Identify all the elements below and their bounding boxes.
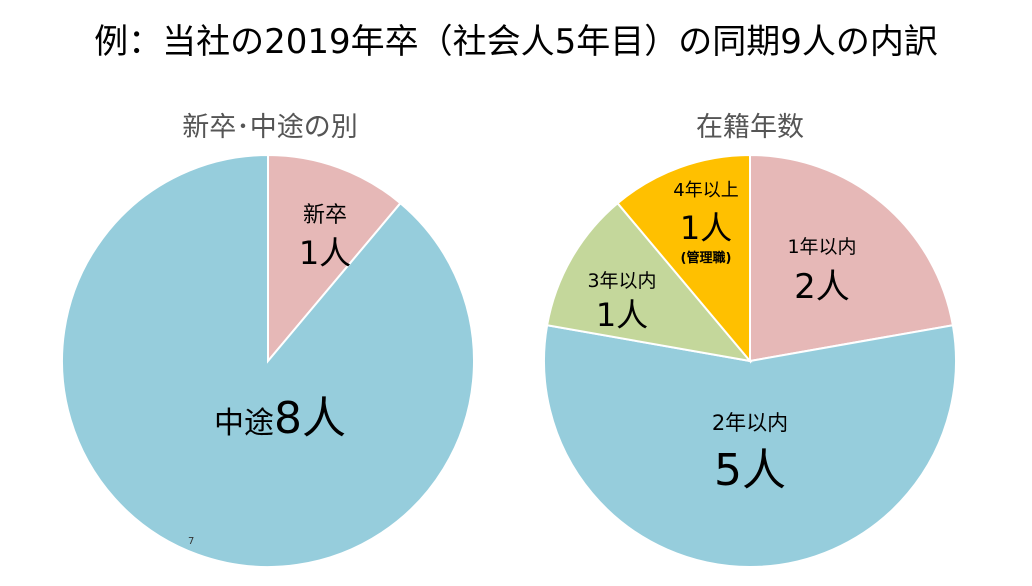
chart-title-hire-type: 新卒･中途の別 <box>182 112 358 143</box>
hire-type-label-0: 新卒 <box>303 203 347 228</box>
tenure-value-1: 5人 <box>714 445 786 496</box>
tenure-value-2: 1人 <box>596 296 648 334</box>
tenure-label-3: 4年以上 <box>673 180 738 201</box>
tenure-slice-2 <box>545 201 753 363</box>
tenure-label-0: 1年以内 <box>787 236 856 258</box>
tenure-label-1: 2年以内 <box>712 411 788 435</box>
tenure-slice-0 <box>749 153 955 363</box>
hire-type-value-0: 1人 <box>299 234 351 272</box>
page-title: 例：当社の2019年卒（社会人5年目）の同期9人の内訳 <box>94 22 938 62</box>
tenure-note-3: (管理職) <box>681 250 732 266</box>
tenure-value-3: 1人 <box>680 209 732 247</box>
hire-type-label-1: 中途8人 <box>214 393 346 444</box>
chart-title-tenure: 在籍年数 <box>696 112 804 143</box>
page-number: 7 <box>188 536 195 547</box>
tenure-label-2: 3年以内 <box>587 270 656 292</box>
tenure-slice-3 <box>616 153 751 364</box>
hire-type-slice-0 <box>267 153 402 364</box>
tenure-value-0: 2人 <box>794 267 850 307</box>
tenure-slice-1 <box>543 324 957 568</box>
hire-type-slice-1 <box>61 153 475 568</box>
